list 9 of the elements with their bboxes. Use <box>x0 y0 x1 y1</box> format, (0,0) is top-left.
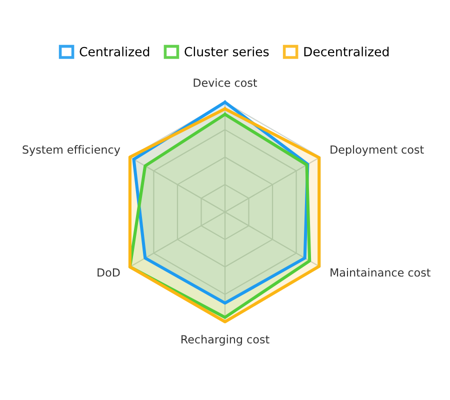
spoke-label: Recharging cost <box>181 334 270 346</box>
legend-label: Centralized <box>80 46 150 56</box>
spoke-label: System efficiency <box>22 145 120 156</box>
spoke-label: Device cost <box>194 78 258 87</box>
legend-label: Decentralized <box>304 46 389 56</box>
legend-label: Cluster series <box>184 46 269 56</box>
spoke-label: Deployment cost <box>330 145 424 156</box>
spoke-label: DoD <box>98 268 120 277</box>
spoke-label: Maintainance cost <box>330 268 430 277</box>
